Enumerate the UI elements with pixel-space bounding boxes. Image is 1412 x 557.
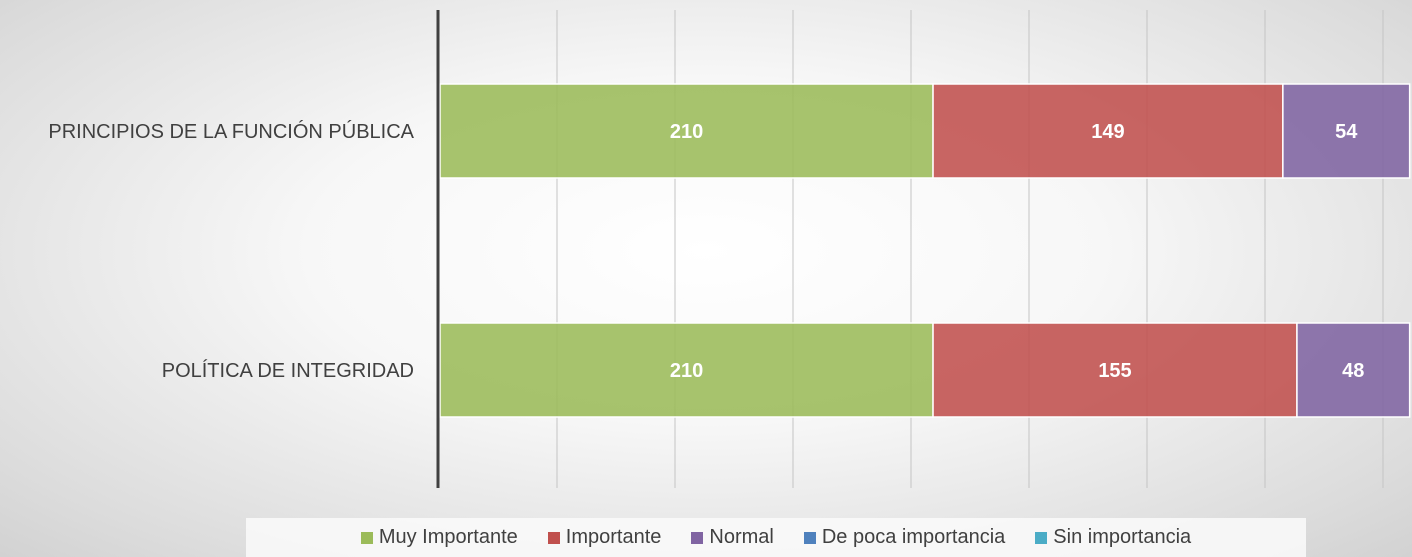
data-label-1-series-2: 149 [1091,121,1124,143]
bar-1-series-2 [932,83,1284,179]
legend-item-4: De poca importancia [803,526,1006,549]
legend-item-5: Sin importancia [1035,526,1191,549]
legend-item-1: Muy Importante [360,526,518,549]
data-label-1-series-1: 210 [670,121,703,143]
legend: Muy Importante Importante Normal De poca im… [246,518,1306,557]
legend-swatch [803,531,816,544]
legend-label: De poca importancia [821,526,1006,548]
legend-label: Muy Importante [378,526,518,548]
stacked-bar-chart: 210 149 54 210 155 48 PRINCIPIOS DE LA FUNCIÓ… [48,10,1411,488]
legend-label: Importante [565,526,662,548]
category-label-2: POLÍTICA DE INTEGRIDAD [162,359,414,382]
legend-item-3: Normal [691,526,774,549]
legend-label: Normal [709,526,774,548]
category-labels: PRINCIPIOS DE LA FUNCIÓN PÚBLICA POLÍTICA… [48,120,414,382]
bar-1-series-1 [439,83,934,179]
data-label-2-series-1: 210 [670,360,703,382]
legend-label: Sin importancia [1053,526,1192,548]
legend-swatch [360,531,373,544]
legend-swatch [1035,531,1048,544]
bar-2-series-3 [1296,322,1411,418]
data-label-2-series-2: 155 [1098,360,1131,382]
category-label-1: PRINCIPIOS DE LA FUNCIÓN PÚBLICA [48,120,414,143]
bars: 210 149 54 210 155 48 [439,83,1411,418]
data-label-1-series-3: 54 [1335,121,1358,143]
data-label-2-series-3: 48 [1342,360,1364,382]
legend-swatch [691,531,704,544]
bar-1-series-3 [1282,83,1411,179]
legend-swatch [547,531,560,544]
legend-item-2: Importante [547,526,662,549]
